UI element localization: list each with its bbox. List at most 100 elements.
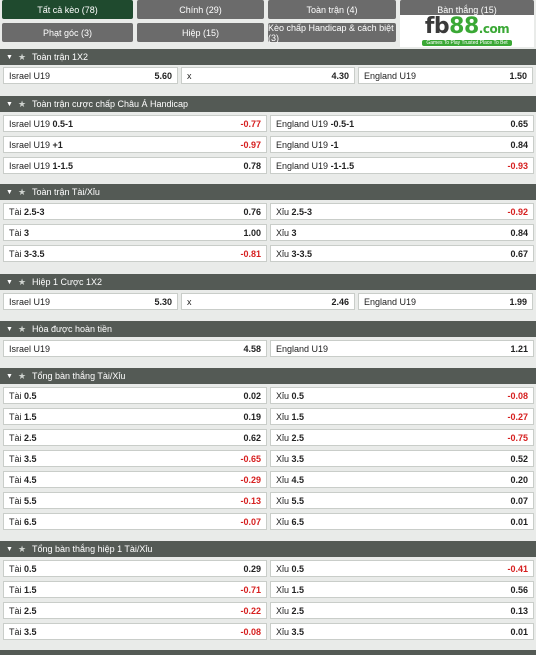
collapse-triangle-icon[interactable]: ▼ (6, 325, 13, 333)
odds-cell[interactable]: England U19 -0.5-1 0.65 (270, 115, 534, 132)
handicap-line: -1 (330, 139, 339, 150)
handicap-line: 2.5 (291, 432, 305, 443)
favorite-star-icon[interactable]: ★ (17, 543, 27, 554)
handicap-line: 0.5 (24, 390, 37, 401)
collapse-triangle-icon[interactable]: ▼ (6, 100, 13, 108)
odds-cell[interactable]: Israel U19 +1 -0.97 (3, 136, 267, 153)
section-header-total-goals[interactable]: ▼ ★ Tổng bàn thắng Tài/Xỉu (0, 368, 536, 384)
odds-cell[interactable]: Tài 2.5-3 0.76 (3, 203, 267, 220)
odds-value: 0.62 (243, 432, 261, 443)
favorite-star-icon[interactable]: ★ (17, 51, 27, 62)
odds-cell[interactable]: Xỉu 3.5 0.52 (270, 450, 534, 467)
odds-cell[interactable]: Israel U19 0.5-1 -0.77 (3, 115, 267, 132)
collapse-triangle-icon[interactable]: ▼ (6, 53, 13, 61)
collapse-triangle-icon[interactable]: ▼ (6, 545, 13, 553)
tab-full-match[interactable]: Toàn trận (4) (268, 0, 396, 19)
favorite-star-icon[interactable]: ★ (17, 323, 27, 334)
selection-label: England U19 (364, 296, 417, 307)
collapse-triangle-icon[interactable]: ▼ (6, 188, 13, 196)
odds-cell[interactable]: England U19 1.99 (358, 293, 533, 310)
selection-label: Xỉu 4.5 (276, 474, 305, 485)
collapse-triangle-icon[interactable]: ▼ (6, 372, 13, 380)
odds-value: -0.22 (240, 605, 261, 616)
odds-cell[interactable]: Tài 1.5 -0.71 (3, 581, 267, 598)
odds-cell[interactable]: England U19 -1 0.84 (270, 136, 534, 153)
favorite-star-icon[interactable]: ★ (17, 98, 27, 109)
odds-cell[interactable]: Xỉu 2.5-3 -0.92 (270, 203, 534, 220)
tab-goals[interactable]: Bàn thắng (15) (400, 0, 534, 19)
selection-label: Tài 6.5 (9, 516, 37, 527)
fb88-logo[interactable]: fb88.com Games To Play Trusted Place To … (400, 15, 534, 47)
odds-cell[interactable]: Xỉu 0.5 -0.41 (270, 560, 534, 577)
selection-label: Tài 1.5 (9, 411, 37, 422)
odds-cell[interactable]: Tài 0.5 0.02 (3, 387, 267, 404)
section-title: Hòa được hoàn tiền (32, 324, 112, 334)
collapse-triangle-icon[interactable]: ▼ (6, 278, 13, 286)
odds-value: 0.52 (510, 453, 528, 464)
odds-cell[interactable]: Xỉu 1.5 0.56 (270, 581, 534, 598)
odds-value: -0.41 (507, 563, 528, 574)
handicap-line: 0.5 (291, 563, 305, 574)
odds-cell[interactable]: Tài 3.5 -0.08 (3, 623, 267, 640)
handicap-line: -0.5-1 (330, 118, 355, 129)
odds-cell[interactable]: Israel U19 1-1.5 0.78 (3, 157, 267, 174)
odds-value: 4.58 (243, 343, 261, 354)
odds-cell[interactable]: Tài 3 1.00 (3, 224, 267, 241)
favorite-star-icon[interactable]: ★ (17, 370, 27, 381)
tab-main[interactable]: Chính (29) (137, 0, 264, 19)
odds-cell[interactable]: Tài 6.5 -0.07 (3, 513, 267, 530)
odds-cell[interactable]: Xỉu 6.5 0.01 (270, 513, 534, 530)
odds-cell[interactable]: Xỉu 1.5 -0.27 (270, 408, 534, 425)
tab-all[interactable]: Tất cả kèo (78) (2, 0, 133, 19)
section-header-half1-total-goals[interactable]: ▼ ★ Tổng bàn thắng hiệp 1 Tài/Xỉu (0, 541, 536, 557)
odds-cell[interactable]: Xỉu 4.5 0.20 (270, 471, 534, 488)
odds-cell[interactable]: England U19 1.50 (358, 67, 533, 84)
section-header-partial[interactable] (0, 650, 536, 655)
tab-half[interactable]: Hiệp (15) (137, 23, 264, 42)
tab-corners[interactable]: Phạt góc (3) (2, 23, 133, 42)
odds-cell[interactable]: Xỉu 5.5 0.07 (270, 492, 534, 509)
section-header-asian-handicap[interactable]: ▼ ★ Toàn trận cược chấp Châu Á Handicap (0, 96, 536, 112)
favorite-star-icon[interactable]: ★ (17, 276, 27, 287)
odds-cell[interactable]: Tài 3.5 -0.65 (3, 450, 267, 467)
odds-value: 0.29 (243, 563, 261, 574)
odds-cell[interactable]: Xỉu 3 0.84 (270, 224, 534, 241)
handicap-line: 1-1.5 (52, 160, 74, 171)
odds-cell[interactable]: Israel U19 5.30 (3, 293, 178, 310)
odds-cell[interactable]: Xỉu 0.5 -0.08 (270, 387, 534, 404)
handicap-line: -1-1.5 (330, 160, 355, 171)
section-title: Hiệp 1 Cược 1X2 (32, 277, 102, 287)
odds-value: 0.84 (510, 139, 528, 150)
odds-cell[interactable]: Israel U19 4.58 (3, 340, 267, 357)
handicap-line: 3-3.5 (24, 248, 45, 259)
odds-cell[interactable]: Tài 4.5 -0.29 (3, 471, 267, 488)
odds-cell[interactable]: Tài 2.5 -0.22 (3, 602, 267, 619)
odds-cell[interactable]: Xỉu 2.5 -0.75 (270, 429, 534, 446)
tab-handicap[interactable]: Kèo chấp Handicap & cách biệt (3) (268, 23, 396, 43)
odds-value: 4.30 (331, 70, 349, 81)
odds-cell[interactable]: Israel U19 5.60 (3, 67, 178, 84)
odds-value: 0.19 (243, 411, 261, 422)
odds-cell[interactable]: Xỉu 3-3.5 0.67 (270, 245, 534, 262)
odds-cell[interactable]: Xỉu 3.5 0.01 (270, 623, 534, 640)
section-header-over-under[interactable]: ▼ ★ Toàn trận Tài/Xỉu (0, 184, 536, 200)
odds-cell[interactable]: Tài 0.5 0.29 (3, 560, 267, 577)
odds-cell[interactable]: Xỉu 2.5 0.13 (270, 602, 534, 619)
odds-cell[interactable]: Tài 5.5 -0.13 (3, 492, 267, 509)
odds-value: -0.29 (240, 474, 261, 485)
odds-cell[interactable]: x 2.46 (181, 293, 355, 310)
odds-value: -0.07 (240, 516, 261, 527)
favorite-star-icon[interactable]: ★ (17, 186, 27, 197)
selection-label: Israel U19 (9, 343, 51, 354)
section-header-match-1x2[interactable]: ▼ ★ Toàn trận 1X2 (0, 49, 536, 65)
odds-cell[interactable]: Tài 3-3.5 -0.81 (3, 245, 267, 262)
section-header-draw-no-bet[interactable]: ▼ ★ Hòa được hoàn tiền (0, 321, 536, 337)
odds-cell[interactable]: Tài 1.5 0.19 (3, 408, 267, 425)
odds-cell[interactable]: x 4.30 (181, 67, 355, 84)
odds-cell[interactable]: England U19 1.21 (270, 340, 534, 357)
odds-value: 0.56 (510, 584, 528, 595)
odds-cell[interactable]: Tài 2.5 0.62 (3, 429, 267, 446)
odds-cell[interactable]: England U19 -1-1.5 -0.93 (270, 157, 534, 174)
selection-label: England U19 (364, 70, 417, 81)
section-header-half1-1x2[interactable]: ▼ ★ Hiệp 1 Cược 1X2 (0, 274, 536, 290)
